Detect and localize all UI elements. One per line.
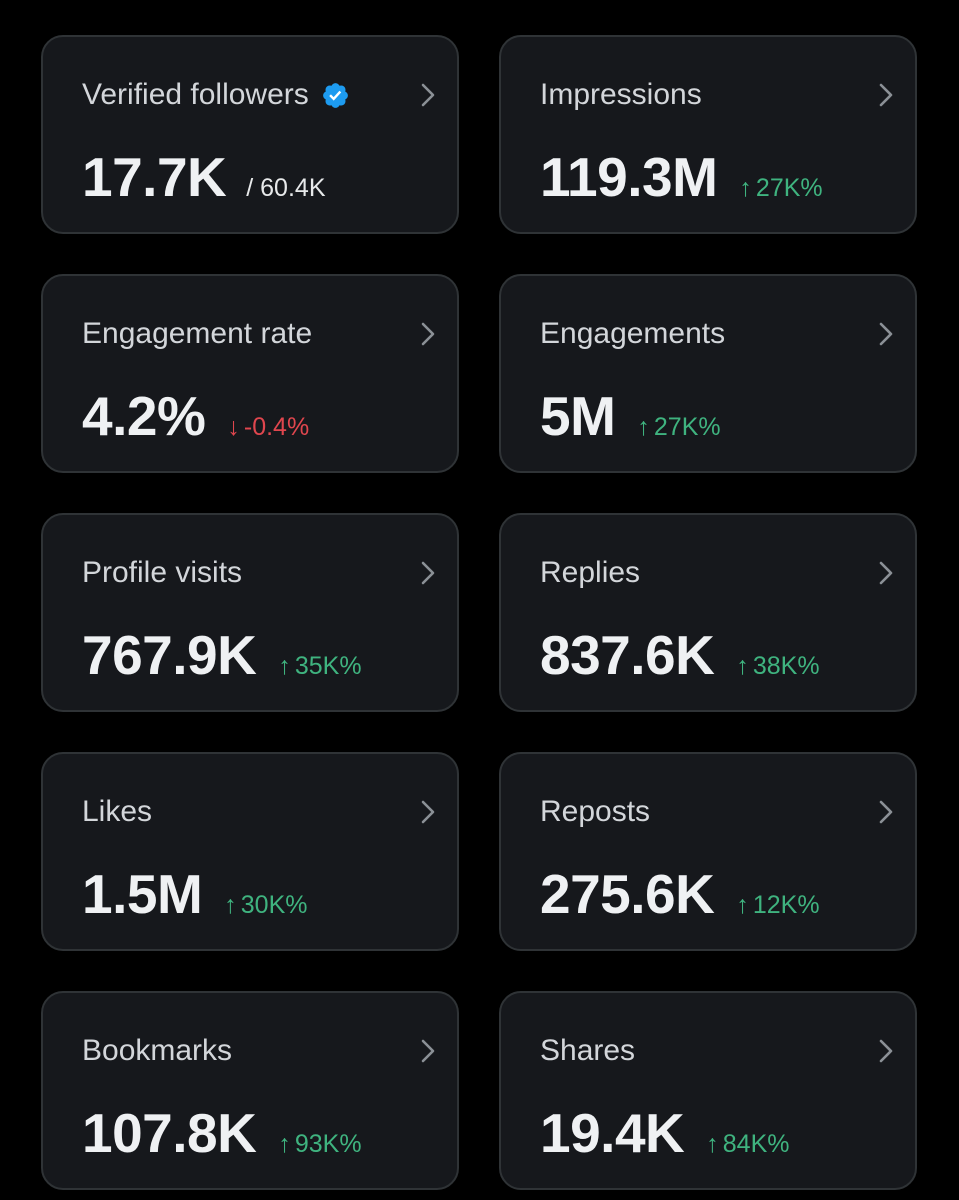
change-value: 27K%: [653, 413, 721, 441]
change-indicator: ↑ 12K%: [736, 891, 819, 920]
card-profile-visits[interactable]: Profile visits 767.9K ↑ 35K%: [41, 513, 459, 712]
change-value: 12K%: [752, 891, 820, 919]
change-value: 38K%: [752, 652, 820, 680]
change-value: 30K%: [240, 891, 308, 919]
value-row: 5M ↑ 27K%: [540, 384, 721, 448]
card-title-label: Profile visits: [82, 556, 243, 589]
card-title: Replies: [540, 555, 640, 591]
value-row: 19.4K ↑ 84K%: [540, 1101, 789, 1165]
change-indicator: ↑ 27K%: [739, 174, 822, 203]
card-title: Engagements: [540, 316, 725, 352]
card-title: Bookmarks: [82, 1033, 232, 1069]
chevron-right-icon: [879, 561, 893, 585]
value-row: 767.9K ↑ 35K%: [82, 623, 362, 687]
card-impressions[interactable]: Impressions 119.3M ↑ 27K%: [499, 35, 917, 234]
arrow-up-icon: ↑: [224, 891, 237, 919]
verified-badge-icon: [322, 82, 348, 108]
change-indicator: ↑ 27K%: [637, 413, 720, 442]
metric-total: / 60.4K: [246, 174, 326, 202]
metric-value: 17.7K: [82, 146, 227, 208]
change-indicator: ↑ 35K%: [278, 652, 361, 681]
analytics-grid: Verified followers 17.7K / 60.4K Impress…: [41, 35, 917, 1190]
arrow-up-icon: ↑: [706, 1130, 719, 1158]
value-row: 1.5M ↑ 30K%: [82, 862, 308, 926]
card-title: Profile visits: [82, 555, 242, 591]
chevron-right-icon: [879, 83, 893, 107]
value-row: 119.3M ↑ 27K%: [540, 145, 823, 209]
metric-value: 119.3M: [540, 146, 718, 208]
chevron-right-icon: [879, 800, 893, 824]
arrow-up-icon: ↑: [736, 652, 749, 680]
card-title-label: Bookmarks: [82, 1034, 233, 1067]
card-title-label: Replies: [540, 556, 641, 589]
chevron-right-icon: [421, 83, 435, 107]
value-row: 4.2% ↓ -0.4%: [82, 384, 309, 448]
arrow-up-icon: ↑: [637, 413, 650, 441]
change-indicator: ↑ 38K%: [736, 652, 819, 681]
card-shares[interactable]: Shares 19.4K ↑ 84K%: [499, 991, 917, 1190]
chevron-right-icon: [421, 1039, 435, 1063]
metric-value: 4.2%: [82, 385, 206, 447]
card-verified-followers[interactable]: Verified followers 17.7K / 60.4K: [41, 35, 459, 234]
chevron-right-icon: [421, 800, 435, 824]
card-title-label: Likes: [82, 795, 153, 828]
change-indicator: ↓ -0.4%: [227, 413, 309, 442]
card-bookmarks[interactable]: Bookmarks 107.8K ↑ 93K%: [41, 991, 459, 1190]
metric-value: 107.8K: [82, 1102, 257, 1164]
value-row: 837.6K ↑ 38K%: [540, 623, 820, 687]
arrow-up-icon: ↑: [278, 652, 291, 680]
value-row: 275.6K ↑ 12K%: [540, 862, 820, 926]
card-title: Reposts: [540, 794, 650, 830]
metric-value: 19.4K: [540, 1102, 685, 1164]
card-title-label: Reposts: [540, 795, 651, 828]
card-reposts[interactable]: Reposts 275.6K ↑ 12K%: [499, 752, 917, 951]
change-indicator: ↑ 30K%: [224, 891, 307, 920]
chevron-right-icon: [421, 561, 435, 585]
change-value: 35K%: [294, 652, 362, 680]
card-title: Verified followers: [82, 77, 350, 113]
card-title: Impressions: [540, 77, 702, 113]
card-title: Engagement rate: [82, 316, 312, 352]
metric-value: 1.5M: [82, 863, 203, 925]
chevron-right-icon: [879, 322, 893, 346]
change-value: 27K%: [755, 174, 823, 202]
chevron-right-icon: [421, 322, 435, 346]
value-row: 107.8K ↑ 93K%: [82, 1101, 362, 1165]
arrow-down-icon: ↓: [227, 413, 240, 441]
card-title: Shares: [540, 1033, 635, 1069]
metric-value: 767.9K: [82, 624, 257, 686]
metric-value: 5M: [540, 385, 616, 447]
card-title-label: Impressions: [540, 78, 702, 111]
metric-value: 275.6K: [540, 863, 715, 925]
card-likes[interactable]: Likes 1.5M ↑ 30K%: [41, 752, 459, 951]
change-indicator: ↑ 93K%: [278, 1130, 361, 1159]
card-title-label: Engagements: [540, 317, 726, 350]
arrow-up-icon: ↑: [739, 174, 752, 202]
metric-value: 837.6K: [540, 624, 715, 686]
card-engagement-rate[interactable]: Engagement rate 4.2% ↓ -0.4%: [41, 274, 459, 473]
change-indicator: ↑ 84K%: [706, 1130, 789, 1159]
card-replies[interactable]: Replies 837.6K ↑ 38K%: [499, 513, 917, 712]
change-value: 84K%: [722, 1130, 790, 1158]
chevron-right-icon: [879, 1039, 893, 1063]
arrow-up-icon: ↑: [278, 1130, 291, 1158]
card-title-label: Engagement rate: [82, 317, 313, 350]
card-title: Likes: [82, 794, 152, 830]
value-row: 17.7K / 60.4K: [82, 145, 326, 209]
card-title-label: Shares: [540, 1034, 636, 1067]
arrow-up-icon: ↑: [736, 891, 749, 919]
change-value: 93K%: [294, 1130, 362, 1158]
card-engagements[interactable]: Engagements 5M ↑ 27K%: [499, 274, 917, 473]
change-value: -0.4%: [243, 413, 310, 441]
card-title-label: Verified followers: [82, 78, 309, 111]
